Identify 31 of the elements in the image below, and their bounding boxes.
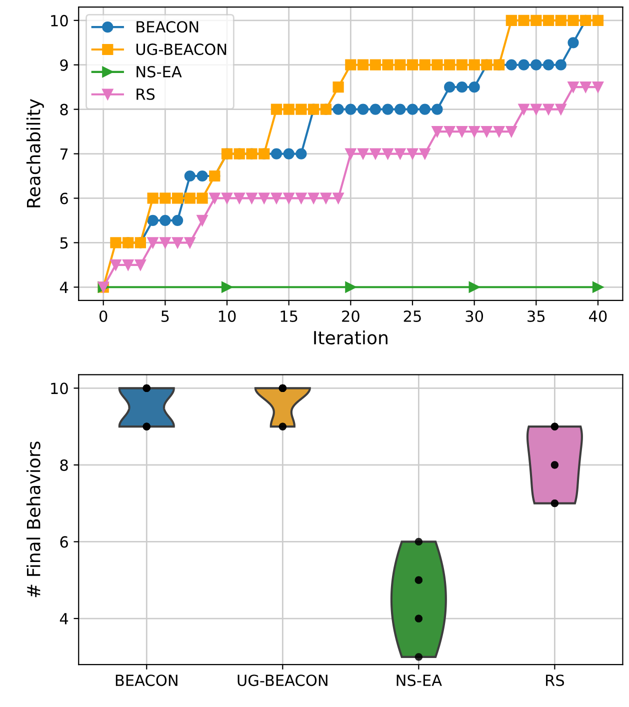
y-axis-title: # Final Behaviors <box>26 442 40 598</box>
x-tick-label: RS <box>546 674 564 686</box>
y-tick-label: 10 <box>51 382 68 394</box>
y-tick-label: 7 <box>60 148 68 160</box>
x-tick-label: NS-EA <box>396 674 442 686</box>
y-tick-label: 6 <box>60 536 68 548</box>
y-tick-label: 8 <box>60 459 68 471</box>
x-tick-label: 40 <box>589 310 607 322</box>
x-tick-label: 20 <box>342 310 360 322</box>
legend-label: NS-EA <box>136 66 182 78</box>
x-axis-title: Iteration <box>314 330 388 345</box>
x-tick-label: BEACON <box>116 674 178 686</box>
y-tick-label: 9 <box>60 59 68 71</box>
x-tick-label: 25 <box>404 310 421 322</box>
x-tick-label: 10 <box>218 310 236 322</box>
legend-label: RS <box>136 88 155 100</box>
x-tick-label: UG-BEACON <box>238 674 328 686</box>
y-tick-label: 6 <box>60 192 68 204</box>
x-tick-label: 30 <box>466 310 484 322</box>
y-tick-label: 4 <box>60 613 68 624</box>
y-tick-label: 8 <box>60 104 68 116</box>
x-tick-label: 15 <box>280 310 298 322</box>
x-tick-label: 35 <box>528 310 545 322</box>
y-axis-title: Reachability <box>26 99 44 208</box>
x-tick-label: 5 <box>162 310 169 322</box>
y-tick-label: 10 <box>51 14 68 26</box>
legend-label: UG-BEACON <box>136 44 226 56</box>
legend-label: BEACON <box>136 21 198 33</box>
x-tick-label: 0 <box>100 310 108 322</box>
y-tick-label: 5 <box>60 237 68 249</box>
y-tick-label: 4 <box>60 282 68 293</box>
